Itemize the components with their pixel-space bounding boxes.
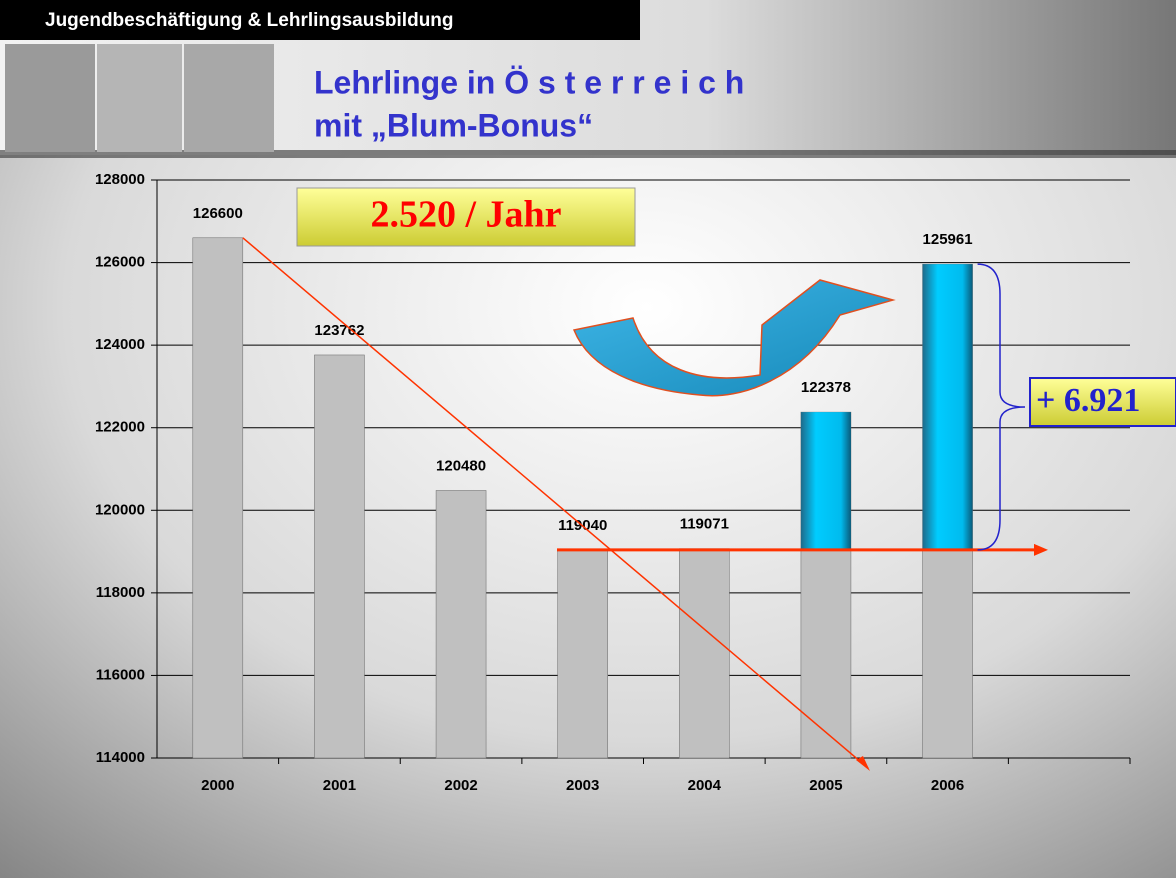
bar bbox=[436, 490, 486, 758]
bar bbox=[558, 550, 608, 758]
x-tick-label: 2004 bbox=[688, 777, 722, 794]
bonus-segment bbox=[801, 412, 851, 550]
photo bbox=[97, 44, 182, 152]
y-tick-label: 124000 bbox=[95, 336, 145, 353]
x-tick-label: 2000 bbox=[201, 777, 234, 794]
x-tick-label: 2002 bbox=[444, 777, 477, 794]
annotation: 2.520 / Jahr bbox=[370, 194, 561, 236]
y-tick-label: 118000 bbox=[96, 584, 145, 601]
x-tick-label: 2006 bbox=[931, 777, 964, 794]
value-label: 126600 bbox=[193, 205, 243, 222]
y-tick-label: 126000 bbox=[95, 254, 145, 271]
title: Lehrlinge in Ö s t e r r e i c h bbox=[314, 64, 744, 100]
value-label: 125961 bbox=[923, 231, 973, 248]
value-label: 122378 bbox=[801, 379, 851, 396]
y-tick-label: 114000 bbox=[96, 749, 145, 766]
x-tick-label: 2003 bbox=[566, 777, 599, 794]
title: mit „Blum-Bonus“ bbox=[314, 107, 593, 143]
annotation: + 6.921 bbox=[1036, 382, 1140, 419]
slide: Jugendbeschäftigung & Lehrlingsausbildun… bbox=[0, 0, 1176, 878]
y-tick-label: 128000 bbox=[95, 171, 145, 188]
bar bbox=[193, 238, 243, 758]
y-tick-label: 120000 bbox=[95, 501, 145, 518]
value-label: 123762 bbox=[314, 322, 364, 339]
bar bbox=[314, 355, 364, 758]
y-tick-label: 116000 bbox=[96, 666, 145, 683]
bar bbox=[679, 549, 729, 758]
value-label: 120480 bbox=[436, 457, 486, 474]
x-tick-label: 2005 bbox=[809, 777, 842, 794]
photo bbox=[184, 44, 274, 152]
value-label: 119071 bbox=[680, 516, 729, 533]
y-tick-label: 122000 bbox=[95, 419, 145, 436]
bonus-segment bbox=[923, 264, 973, 550]
section-title: Jugendbeschäftigung & Lehrlingsausbildun… bbox=[45, 10, 454, 31]
photo bbox=[5, 44, 95, 152]
x-tick-label: 2001 bbox=[323, 777, 356, 794]
